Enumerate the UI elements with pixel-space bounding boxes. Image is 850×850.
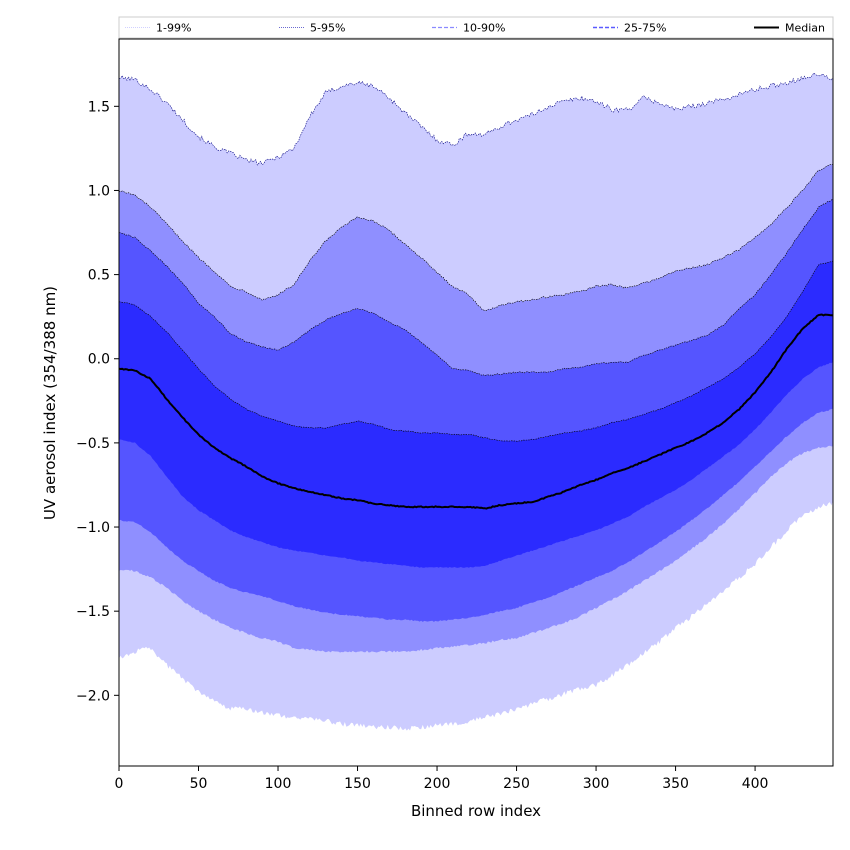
band-10-90-edge	[119, 198, 833, 377]
x-axis-label: Binned row index	[411, 802, 541, 820]
plot-frame	[118, 38, 834, 767]
y-tick-label: −1.5	[76, 604, 110, 620]
y-tick-label: 0.5	[88, 268, 110, 284]
y-tick-label: 1.0	[88, 183, 110, 199]
x-tick-label: 400	[742, 776, 769, 792]
band-25-75-area	[119, 260, 833, 568]
x-tick-label: 50	[190, 776, 208, 792]
y-axis: −2.0 −1.5 −1.0 −0.5 0.0 0.5 1.0 1.5	[76, 99, 119, 704]
band-5-95-edge	[119, 163, 833, 311]
x-tick-label: 250	[503, 776, 530, 792]
x-axis: 0 50 100 150 200 250 300 350 400	[115, 766, 769, 792]
x-tick-label: 200	[424, 776, 451, 792]
y-tick-label: −2.0	[76, 688, 110, 704]
y-tick-label: 0.0	[88, 352, 110, 368]
y-tick-label: −0.5	[76, 436, 110, 452]
median-line	[119, 313, 833, 510]
x-tick-label: 0	[115, 776, 124, 792]
band-1-99-edge	[119, 72, 833, 166]
median-layer	[119, 313, 833, 510]
x-tick-label: 100	[265, 776, 292, 792]
legend-label-10-90: 10-90%	[463, 22, 505, 35]
y-tick-label: −1.0	[76, 520, 110, 536]
x-tick-label: 150	[344, 776, 371, 792]
y-axis-label: UV aerosol index (354/388 nm)	[41, 286, 59, 520]
y-tick-label: 1.5	[88, 99, 110, 115]
x-tick-label: 350	[662, 776, 689, 792]
legend-box	[118, 16, 834, 39]
legend-label-1-99: 1-99%	[156, 22, 191, 35]
legend: 1-99% 5-95% 10-90% 25-75% Median	[118, 16, 834, 39]
legend-label-median: Median	[785, 22, 825, 35]
band-25-75-edge	[119, 260, 833, 442]
x-tick-label: 300	[583, 776, 610, 792]
legend-label-25-75: 25-75%	[624, 22, 666, 35]
bands-layer	[119, 72, 833, 731]
legend-label-5-95: 5-95%	[310, 22, 345, 35]
